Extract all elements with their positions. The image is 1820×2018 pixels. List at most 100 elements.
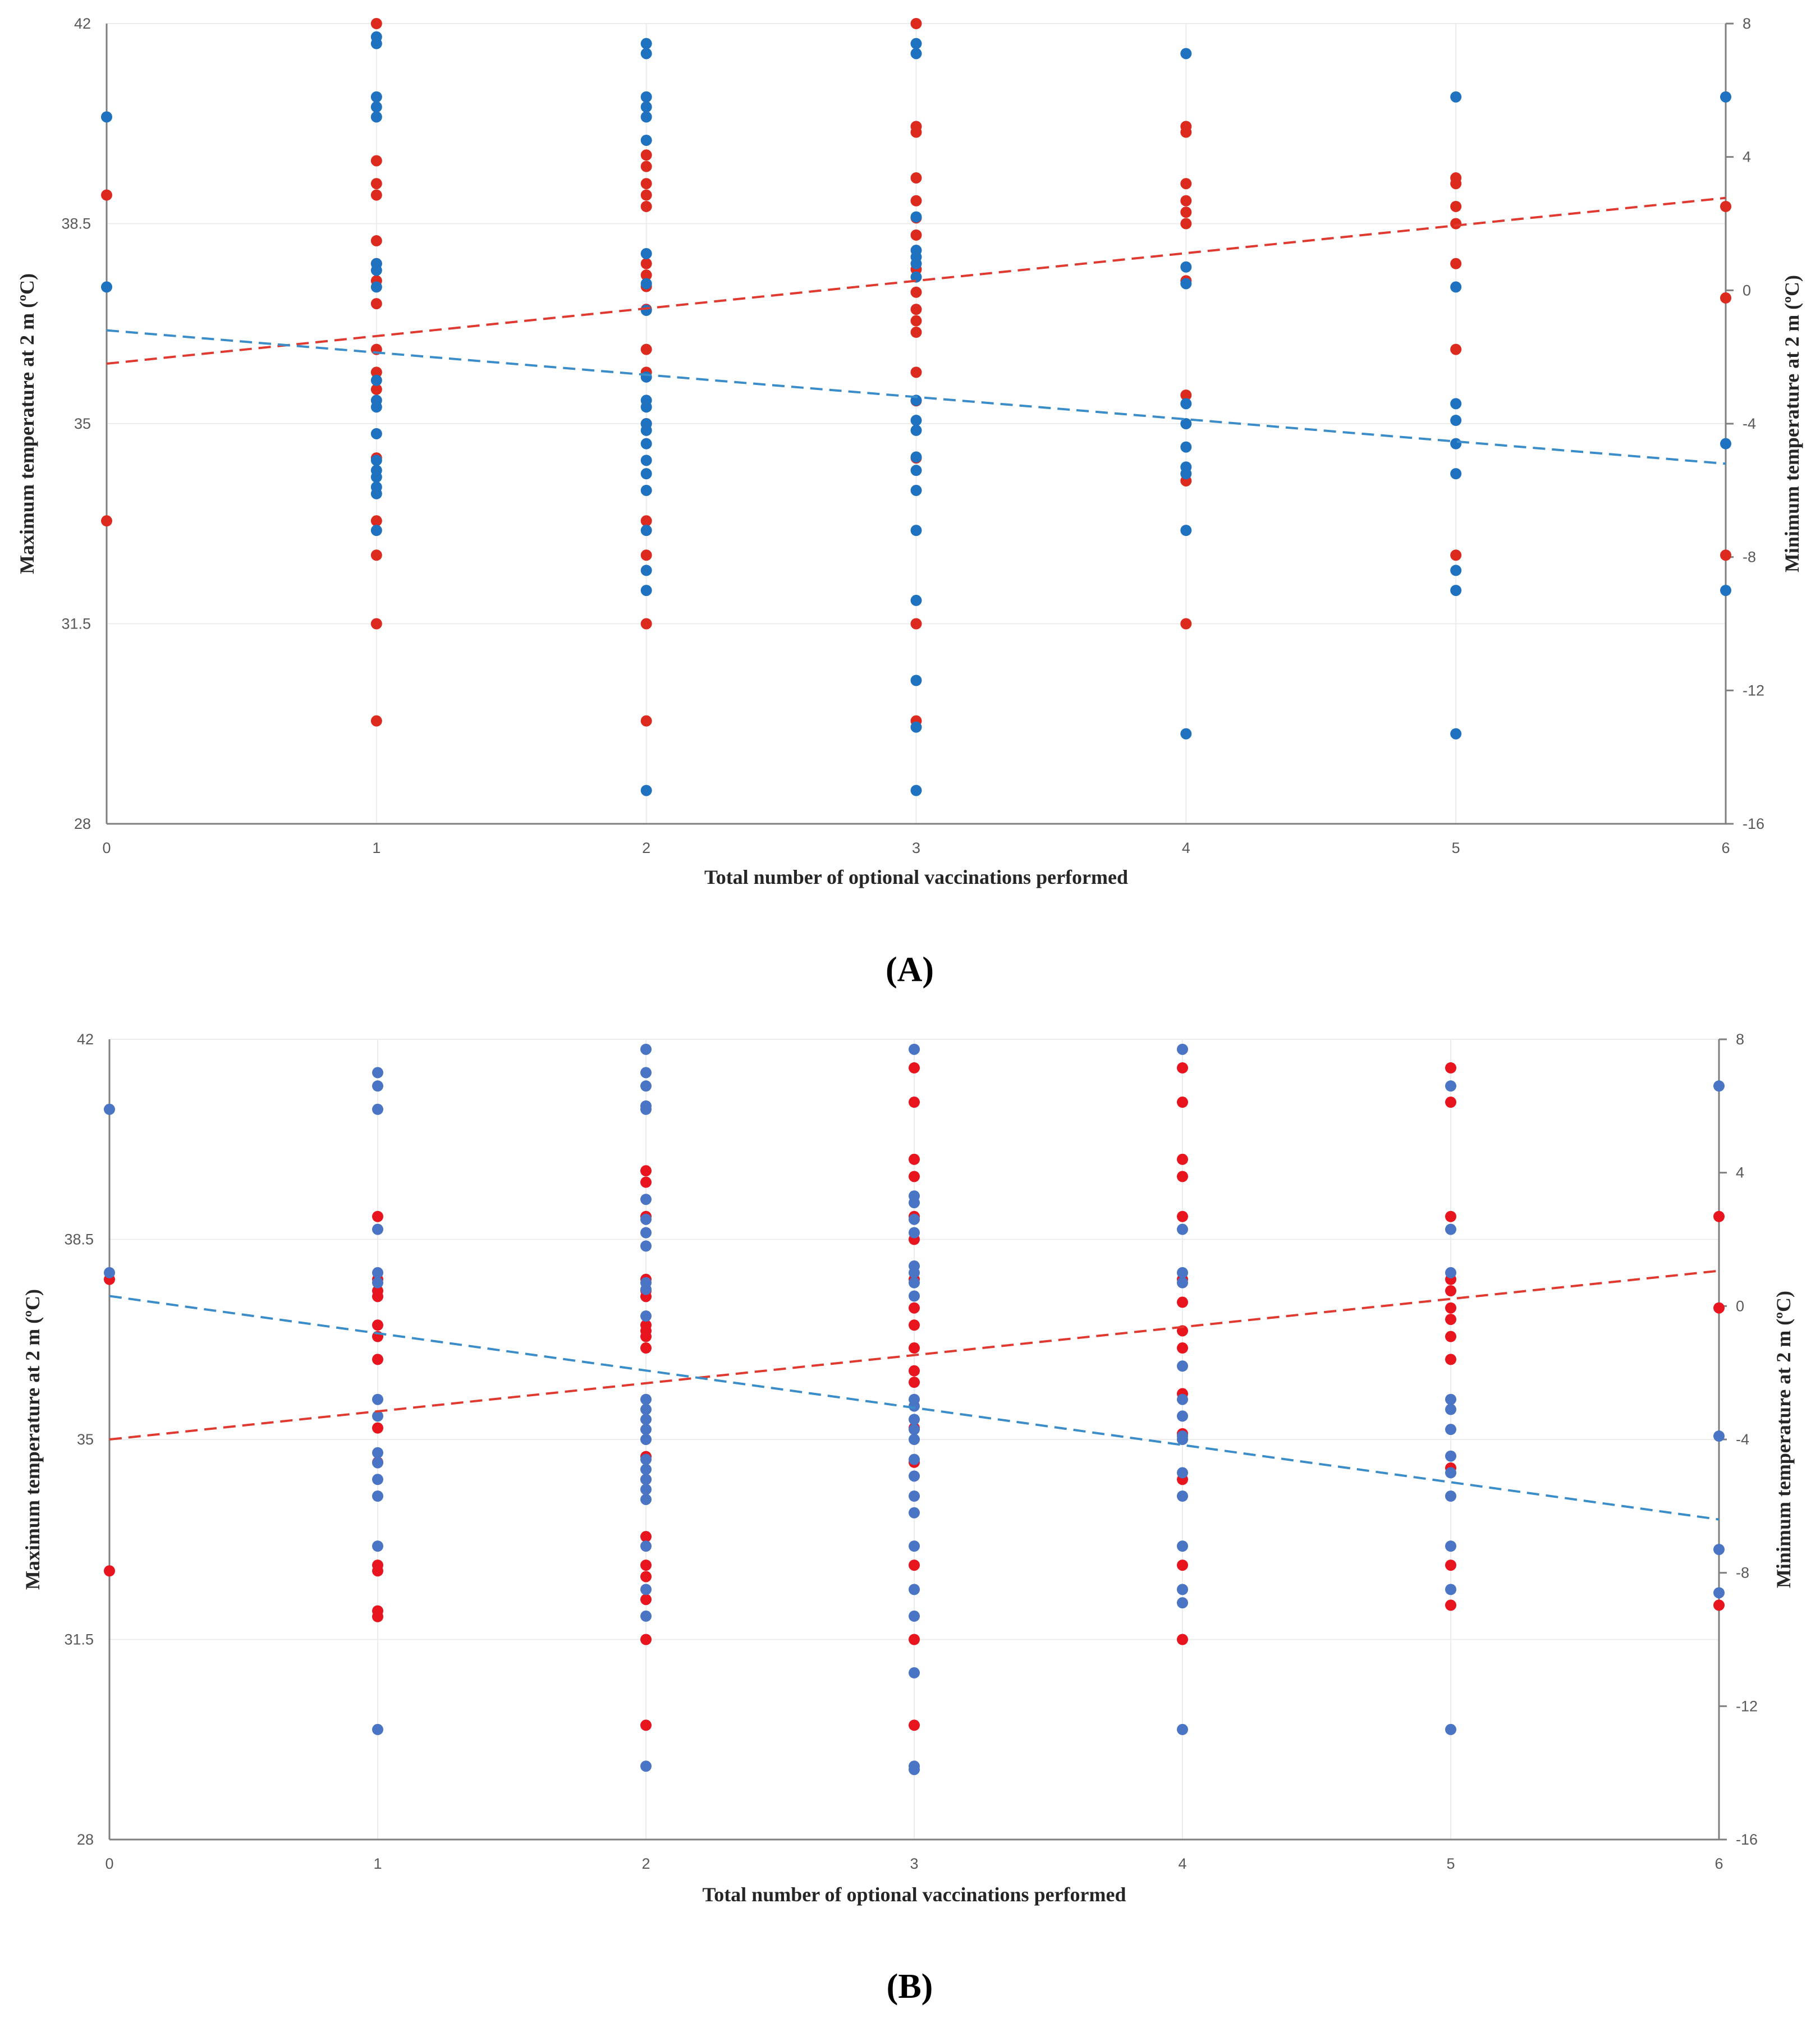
max-temp-point: [1445, 1354, 1456, 1365]
min-temp-point: [372, 1067, 383, 1079]
max-temp-trendline: [106, 196, 1726, 365]
y-axis-right-title: Minimum temperature at 2 m (ºC): [1772, 1291, 1795, 1588]
min-temp-point: [1177, 1467, 1188, 1479]
min-temp-point: [1177, 1540, 1188, 1552]
min-temp-point: [1450, 91, 1462, 103]
min-temp-point: [640, 1414, 652, 1425]
y-left-tick-label: 28: [77, 1831, 94, 1848]
min-temp-point: [1180, 398, 1192, 410]
min-temp-point: [1445, 1584, 1456, 1595]
min-temp-point: [370, 101, 382, 113]
min-temp-point: [1445, 1450, 1456, 1462]
min-temp-point: [640, 1043, 652, 1055]
y-right-tick-label: 4: [1743, 149, 1751, 166]
min-temp-point: [1450, 438, 1462, 450]
y-left-tick-label: 31.5: [61, 616, 91, 632]
min-temp-point: [640, 1227, 652, 1239]
min-temp-point: [640, 438, 652, 450]
min-temp-point: [909, 1213, 920, 1225]
min-temp-point: [909, 1227, 920, 1239]
y-right-tick-label: -4: [1736, 1431, 1749, 1448]
min-temp-point: [910, 721, 922, 733]
max-temp-point: [1180, 218, 1192, 230]
min-temp-point: [640, 1404, 652, 1415]
max-temp-point: [910, 304, 922, 315]
max-temp-point: [1445, 1097, 1456, 1108]
min-temp-point: [640, 585, 652, 597]
max-temp-point: [1445, 1560, 1456, 1571]
x-tick-label: 6: [1714, 1855, 1723, 1872]
max-temp-point: [640, 715, 652, 727]
min-temp-point: [1445, 1490, 1456, 1502]
max-temp-point: [640, 269, 652, 281]
min-temp-point: [640, 484, 652, 496]
max-temp-point: [640, 618, 652, 630]
max-temp-point: [370, 715, 382, 727]
min-temp-point: [370, 281, 382, 293]
min-temp-point: [640, 1610, 652, 1622]
min-temp-point: [909, 1414, 920, 1425]
max-temp-point: [910, 618, 922, 630]
max-temp-point: [640, 1342, 652, 1354]
min-temp-point: [640, 134, 652, 146]
min-temp-point: [640, 1434, 652, 1445]
min-temp-point: [640, 1283, 652, 1295]
min-temp-point: [909, 1197, 920, 1209]
min-temp-point: [1177, 1393, 1188, 1405]
min-temp-point: [1450, 398, 1462, 410]
min-temp-point: [1445, 1467, 1456, 1479]
min-temp-point: [909, 1043, 920, 1055]
y-right-tick-label: 8: [1736, 1031, 1744, 1048]
max-temp-point: [640, 189, 652, 201]
min-temp-point: [1177, 1490, 1188, 1502]
min-temp-point: [640, 48, 652, 59]
max-temp-point: [909, 1634, 920, 1645]
y-right-tick-label: -8: [1736, 1565, 1749, 1581]
x-tick-label: 5: [1446, 1855, 1455, 1872]
min-temp-point: [640, 785, 652, 796]
min-temp-point: [640, 1067, 652, 1079]
min-temp-point: [1450, 468, 1462, 480]
max-temp-point: [372, 1354, 383, 1365]
min-temp-point: [370, 111, 382, 123]
min-temp-point: [1713, 1544, 1725, 1556]
max-temp-point: [909, 1153, 920, 1165]
min-temp-point: [910, 424, 922, 436]
min-temp-point: [1177, 1584, 1188, 1595]
max-temp-point: [640, 1531, 652, 1543]
max-temp-point: [1720, 292, 1731, 304]
max-temp-point: [1445, 1599, 1456, 1611]
y-left-tick-label: 42: [74, 15, 91, 32]
min-temp-point: [370, 374, 382, 386]
min-temp-point: [1445, 1404, 1456, 1415]
max-temp-point: [372, 1565, 383, 1577]
max-temp-point: [910, 195, 922, 207]
min-temp-point: [909, 1434, 920, 1445]
max-temp-point: [640, 258, 652, 269]
max-temp-point: [910, 315, 922, 327]
max-temp-point: [640, 1634, 652, 1645]
max-temp-point: [910, 18, 922, 29]
y-right-tick-label: -8: [1743, 549, 1756, 566]
min-temp-point: [910, 38, 922, 49]
max-temp-point: [910, 327, 922, 338]
min-temp-point: [104, 1267, 115, 1278]
min-temp-point: [372, 1393, 383, 1405]
min-temp-point: [1180, 441, 1192, 453]
min-temp-point: [372, 1723, 383, 1735]
max-temp-point: [372, 1611, 383, 1622]
min-temp-point: [1180, 48, 1192, 59]
min-temp-point: [640, 1240, 652, 1252]
max-temp-point: [1180, 389, 1192, 401]
min-temp-point: [1180, 278, 1192, 290]
min-temp-point: [909, 1453, 920, 1465]
panel-label-b: (B): [887, 1967, 933, 2006]
max-temp-point: [1180, 618, 1192, 630]
max-temp-point: [370, 618, 382, 630]
max-temp-point: [1180, 207, 1192, 218]
min-temp-point: [1177, 1277, 1188, 1288]
max-temp-point: [1450, 258, 1462, 269]
min-temp-point: [910, 258, 922, 269]
min-temp-point: [1445, 1540, 1456, 1552]
